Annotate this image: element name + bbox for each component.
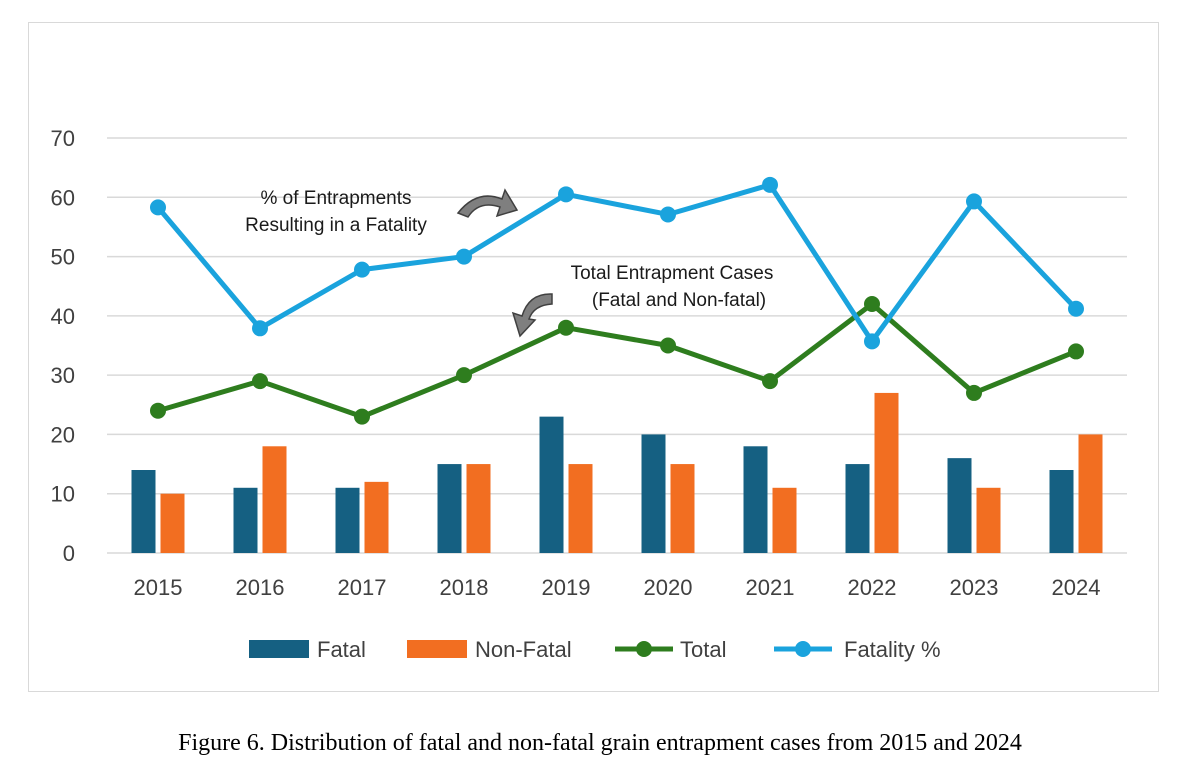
point-fatality-2018 bbox=[456, 248, 472, 265]
y-tick-label: 20 bbox=[51, 422, 75, 447]
bar-non-fatal-2020 bbox=[670, 464, 695, 553]
point-fatality-2015 bbox=[150, 199, 166, 216]
x-tick-label: 2016 bbox=[236, 575, 285, 600]
bar-fatal-2017 bbox=[335, 487, 360, 553]
bar-non-fatal-2019 bbox=[568, 464, 593, 553]
x-tick-label: 2019 bbox=[542, 575, 591, 600]
point-fatality-2023 bbox=[966, 193, 982, 210]
x-tick-label: 2017 bbox=[338, 575, 387, 600]
x-tick-label: 2020 bbox=[644, 575, 693, 600]
bar-fatal-2024 bbox=[1049, 470, 1074, 553]
legend-marker-fatality bbox=[795, 641, 811, 657]
bar-fatal-2021 bbox=[743, 446, 768, 553]
y-tick-label: 40 bbox=[51, 304, 75, 329]
line-total bbox=[157, 301, 1077, 420]
annotations: % of Entrapments Resulting in a Fatality T… bbox=[245, 188, 774, 338]
point-total-2024 bbox=[1068, 343, 1084, 360]
point-total-2021 bbox=[762, 373, 778, 390]
bar-fatal-2018 bbox=[437, 464, 462, 553]
point-fatality-2021 bbox=[762, 176, 778, 193]
lines bbox=[150, 176, 1084, 425]
point-fatality-2019 bbox=[558, 186, 574, 203]
legend-label-fatality: Fatality % bbox=[844, 637, 941, 662]
bar-non-fatal-2021 bbox=[772, 487, 797, 553]
bar-non-fatal-2017 bbox=[364, 481, 389, 553]
bar-fatal-2019 bbox=[539, 416, 564, 553]
figure-caption: Figure 6. Distribution of fatal and non-… bbox=[178, 730, 1022, 756]
x-axis-tick-labels: 2015 2016 2017 2018 2019 2020 2021 2022 2023 2024 bbox=[134, 575, 1101, 600]
x-tick-label: 2021 bbox=[746, 575, 795, 600]
point-total-2020 bbox=[660, 337, 676, 354]
point-total-2018 bbox=[456, 367, 472, 384]
point-total-2015 bbox=[150, 402, 166, 419]
y-tick-label: 50 bbox=[51, 245, 75, 270]
legend-swatch-non-fatal bbox=[407, 640, 467, 658]
bar-non-fatal-2015 bbox=[160, 493, 185, 553]
x-tick-label: 2024 bbox=[1052, 575, 1101, 600]
point-fatality-2022 bbox=[864, 333, 880, 350]
legend-marker-total bbox=[636, 641, 652, 657]
point-fatality-2024 bbox=[1068, 300, 1084, 317]
legend-label-fatal: Fatal bbox=[317, 637, 366, 662]
point-total-2019 bbox=[558, 319, 574, 336]
legend: Fatal Non-Fatal Total Fatality % bbox=[249, 637, 941, 662]
x-tick-label: 2018 bbox=[440, 575, 489, 600]
legend-swatch-fatal bbox=[249, 640, 309, 658]
annotation-arrow-fatality bbox=[456, 188, 519, 218]
bar-fatal-2020 bbox=[641, 434, 666, 553]
line-fatality bbox=[156, 182, 1078, 344]
legend-label-total: Total bbox=[680, 637, 726, 662]
bar-non-fatal-2022 bbox=[874, 392, 899, 553]
combo-chart: 0 10 20 30 40 50 60 70 2015 2016 2017 2018 2019 2020… bbox=[51, 126, 1127, 662]
bar-non-fatal-2018 bbox=[466, 464, 491, 553]
point-fatality-2016 bbox=[252, 320, 268, 337]
y-tick-label: 0 bbox=[63, 541, 75, 566]
bar-fatal-2015 bbox=[131, 470, 156, 553]
y-axis-tick-labels: 0 10 20 30 40 50 60 70 bbox=[51, 126, 75, 566]
x-tick-label: 2023 bbox=[950, 575, 999, 600]
bar-non-fatal-2016 bbox=[262, 446, 287, 553]
point-fatality-2020 bbox=[660, 206, 676, 223]
y-tick-label: 30 bbox=[51, 363, 75, 388]
x-tick-label: 2015 bbox=[134, 575, 183, 600]
bar-fatal-2023 bbox=[947, 458, 972, 553]
point-total-2022 bbox=[864, 296, 880, 312]
point-total-2017 bbox=[354, 408, 370, 425]
x-tick-label: 2022 bbox=[848, 575, 897, 600]
point-total-2016 bbox=[252, 373, 268, 390]
chart-frame: 0 10 20 30 40 50 60 70 2015 2016 2017 2018 2019 2020… bbox=[28, 22, 1159, 692]
bar-non-fatal-2024 bbox=[1078, 434, 1103, 553]
y-tick-label: 10 bbox=[51, 482, 75, 507]
y-tick-label: 70 bbox=[51, 126, 75, 151]
annotation-arrow-total bbox=[511, 293, 553, 338]
point-total-2023 bbox=[966, 384, 982, 401]
annotation-fatality-line2: Resulting in a Fatality bbox=[245, 215, 427, 236]
bar-non-fatal-2023 bbox=[976, 487, 1001, 553]
bars bbox=[131, 392, 1103, 553]
annotation-total-line2: (Fatal and Non-fatal) bbox=[592, 290, 766, 311]
bar-fatal-2022 bbox=[845, 464, 870, 553]
point-fatality-2017 bbox=[354, 261, 370, 278]
annotation-total-line1: Total Entrapment Cases bbox=[571, 263, 774, 284]
y-tick-label: 60 bbox=[51, 185, 75, 210]
legend-label-non-fatal: Non-Fatal bbox=[475, 637, 572, 662]
annotation-fatality-line1: % of Entrapments bbox=[260, 188, 411, 209]
bar-fatal-2016 bbox=[233, 487, 258, 553]
